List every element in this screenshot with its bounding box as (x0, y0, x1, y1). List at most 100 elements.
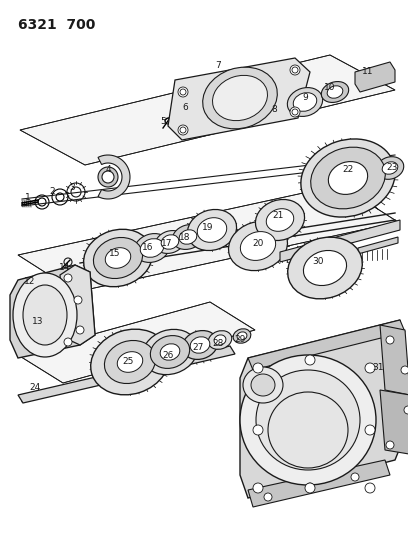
Text: 1: 1 (25, 193, 31, 203)
Polygon shape (380, 390, 408, 455)
Text: 3: 3 (69, 182, 75, 191)
Circle shape (74, 296, 82, 304)
Circle shape (253, 483, 263, 493)
Polygon shape (280, 220, 400, 262)
Circle shape (305, 355, 315, 365)
Ellipse shape (134, 233, 170, 262)
Circle shape (64, 338, 72, 346)
Text: 14: 14 (59, 262, 71, 271)
Circle shape (98, 167, 118, 187)
Polygon shape (18, 346, 235, 403)
Polygon shape (18, 185, 398, 292)
Polygon shape (358, 237, 398, 254)
Polygon shape (248, 460, 390, 507)
Ellipse shape (213, 75, 268, 120)
Text: 15: 15 (109, 248, 121, 257)
Ellipse shape (117, 352, 143, 373)
Text: 7: 7 (215, 61, 221, 69)
Ellipse shape (140, 239, 164, 257)
Ellipse shape (214, 335, 226, 345)
Circle shape (253, 425, 263, 435)
Polygon shape (355, 62, 395, 92)
Ellipse shape (237, 332, 247, 340)
Ellipse shape (161, 235, 179, 249)
Text: 31: 31 (372, 364, 384, 373)
Circle shape (386, 336, 394, 344)
Ellipse shape (310, 147, 385, 209)
Circle shape (76, 326, 84, 334)
Text: 26: 26 (162, 351, 174, 359)
Ellipse shape (304, 251, 346, 286)
Circle shape (264, 493, 272, 501)
Ellipse shape (23, 285, 67, 345)
Polygon shape (168, 58, 310, 140)
Text: 8: 8 (271, 106, 277, 115)
Circle shape (306, 483, 314, 491)
Text: 5: 5 (160, 117, 166, 126)
Circle shape (290, 107, 300, 117)
Ellipse shape (228, 221, 288, 271)
Text: 22: 22 (342, 166, 354, 174)
Ellipse shape (91, 329, 169, 395)
Text: 2: 2 (49, 188, 55, 197)
Text: 9: 9 (302, 93, 308, 102)
Text: 6: 6 (182, 102, 188, 111)
Text: 29: 29 (234, 335, 246, 344)
Ellipse shape (208, 330, 232, 349)
Ellipse shape (376, 157, 404, 179)
Text: 17: 17 (161, 238, 173, 247)
Ellipse shape (182, 330, 217, 359)
Ellipse shape (104, 341, 155, 384)
Text: 30: 30 (312, 257, 324, 266)
Ellipse shape (203, 67, 277, 129)
Ellipse shape (155, 231, 185, 254)
Text: 23: 23 (386, 164, 398, 173)
Text: 11: 11 (362, 68, 374, 77)
Ellipse shape (327, 86, 343, 98)
Ellipse shape (288, 237, 362, 299)
Circle shape (404, 406, 408, 414)
Ellipse shape (266, 209, 294, 231)
Ellipse shape (13, 273, 77, 357)
Circle shape (351, 473, 359, 481)
Ellipse shape (328, 161, 368, 195)
Text: 19: 19 (202, 223, 214, 232)
Text: 4: 4 (105, 166, 111, 174)
Polygon shape (10, 265, 95, 358)
Circle shape (401, 366, 408, 374)
Ellipse shape (150, 336, 190, 368)
Text: 12: 12 (24, 278, 35, 287)
Text: 25: 25 (122, 358, 134, 367)
Ellipse shape (240, 355, 376, 485)
Polygon shape (240, 320, 405, 498)
Ellipse shape (243, 367, 283, 403)
Ellipse shape (160, 344, 180, 360)
Ellipse shape (233, 329, 251, 343)
Ellipse shape (287, 87, 323, 116)
Ellipse shape (251, 374, 275, 396)
Ellipse shape (172, 224, 204, 249)
Circle shape (290, 65, 300, 75)
Ellipse shape (142, 329, 197, 375)
Circle shape (365, 363, 375, 373)
Ellipse shape (187, 209, 237, 251)
Ellipse shape (105, 248, 131, 268)
Polygon shape (98, 155, 130, 199)
Polygon shape (18, 302, 255, 383)
Circle shape (64, 274, 72, 282)
Ellipse shape (322, 82, 349, 102)
Circle shape (365, 483, 375, 493)
Polygon shape (248, 320, 405, 370)
Polygon shape (60, 265, 95, 345)
Text: 10: 10 (324, 84, 336, 93)
Ellipse shape (293, 93, 317, 111)
Text: 16: 16 (142, 244, 154, 253)
Text: 27: 27 (192, 343, 204, 352)
Ellipse shape (84, 229, 153, 287)
Ellipse shape (301, 139, 395, 217)
Text: 28: 28 (212, 338, 224, 348)
Circle shape (305, 483, 315, 493)
Circle shape (102, 171, 114, 183)
Text: 13: 13 (32, 318, 44, 327)
Text: 6321  700: 6321 700 (18, 18, 95, 32)
